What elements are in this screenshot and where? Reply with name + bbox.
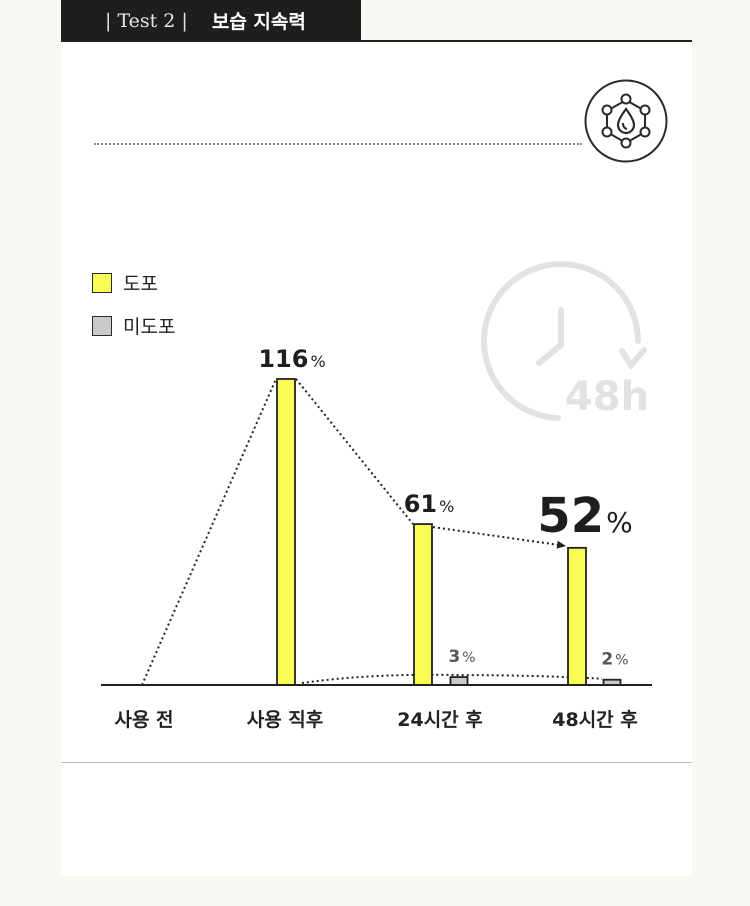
clock-48h-icon [481, 261, 647, 421]
x-tick-label-0: 사용 전 [114, 709, 173, 731]
legend-swatch-not-applied [92, 315, 112, 336]
hydration-droplet-icon [584, 79, 668, 163]
section-header-tab: | Test 2 | 보습 지속력 [61, 0, 361, 41]
bar-applied-1 [276, 378, 296, 686]
section-title: 보습 지속력 [211, 11, 306, 33]
legend-item-not-applied: 미도포 [92, 312, 175, 339]
test-number-label: | Test 2 | [105, 9, 188, 32]
bar-applied-3 [567, 546, 587, 686]
value-label-not-applied-2: 3% [448, 647, 475, 667]
bar-applied-2 [413, 523, 433, 686]
legend-label-applied: 도포 [123, 273, 158, 295]
legend-swatch-applied [92, 272, 112, 293]
value-label-not-applied-3: 2% [601, 650, 628, 670]
dotted-divider [94, 143, 582, 145]
bottom-divider [61, 762, 692, 763]
legend-label-not-applied: 미도포 [123, 316, 176, 338]
clock-48h-label: 48h [565, 374, 649, 420]
trend-arrow-applied [432, 526, 566, 549]
x-tick-label-2: 24시간 후 [397, 709, 483, 731]
trend-line-applied-1 [295, 378, 414, 525]
value-label-applied-3: 52% [537, 488, 632, 544]
legend-item-applied: 도포 [92, 269, 158, 296]
value-label-applied-1: 116% [258, 345, 325, 373]
header-underline [61, 40, 692, 42]
trend-line-applied-0 [141, 378, 277, 686]
x-tick-label-3: 48시간 후 [552, 709, 638, 731]
content-card [61, 40, 692, 876]
x-tick-label-1: 사용 직후 [247, 709, 324, 731]
value-label-applied-2: 61% [404, 490, 455, 518]
trend-line-not-applied [301, 673, 603, 684]
bar-not-applied-2 [449, 676, 469, 686]
